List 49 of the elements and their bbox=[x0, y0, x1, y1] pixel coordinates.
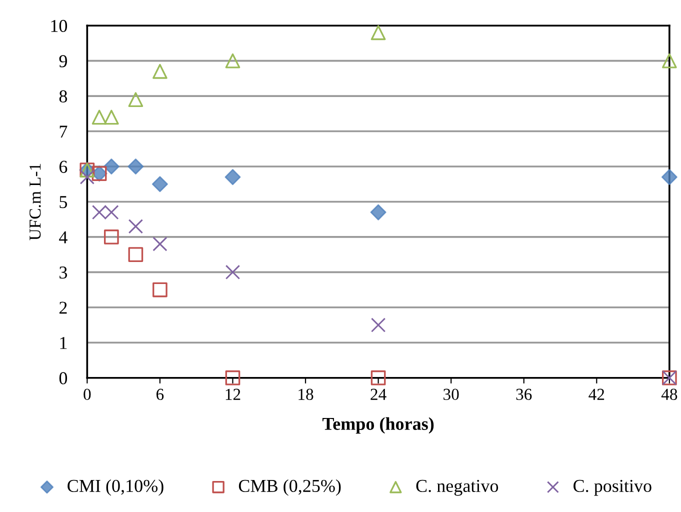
y-tick-label: 2 bbox=[59, 302, 67, 314]
point bbox=[370, 204, 386, 220]
x-tick-label: 24 bbox=[370, 388, 386, 400]
point bbox=[152, 176, 168, 192]
x-tick-label: 48 bbox=[661, 388, 678, 400]
y-tick-label: 4 bbox=[59, 231, 68, 244]
legend-label: C. positivo bbox=[574, 480, 652, 496]
y-tick-label: 5 bbox=[60, 196, 68, 208]
point bbox=[128, 219, 144, 234]
x-axis-title: Tempo (horas) bbox=[322, 417, 434, 434]
point bbox=[104, 230, 119, 244]
point bbox=[152, 64, 168, 79]
point bbox=[225, 264, 240, 280]
legend-label: CMB (0,25%) bbox=[238, 479, 341, 496]
x-tick-label: 36 bbox=[516, 388, 532, 400]
point bbox=[370, 370, 386, 386]
y-tick-label: 6 bbox=[59, 160, 68, 173]
point bbox=[104, 110, 119, 125]
point bbox=[661, 169, 678, 186]
point bbox=[128, 158, 144, 174]
x-tick-label: 12 bbox=[226, 388, 240, 400]
point bbox=[128, 247, 144, 262]
y-axis-title: UFC.m L-1 bbox=[30, 164, 41, 240]
x-tick-label: 0 bbox=[84, 388, 91, 400]
point bbox=[370, 318, 386, 332]
y-tick-label: 8 bbox=[59, 90, 68, 102]
legend-label: CMI (0,10%) bbox=[68, 479, 164, 496]
legend-label: C. negativo bbox=[416, 480, 498, 496]
x-tick-label: 6 bbox=[156, 388, 164, 400]
x-tick-label: 42 bbox=[588, 388, 604, 400]
point bbox=[662, 53, 677, 68]
x-tick-label: 30 bbox=[444, 388, 459, 400]
y-tick-label: 10 bbox=[51, 20, 68, 32]
point bbox=[128, 92, 144, 107]
point bbox=[225, 370, 240, 386]
point bbox=[152, 236, 168, 252]
y-tick-label: 7 bbox=[60, 126, 68, 138]
point bbox=[152, 282, 168, 298]
x-tick-label: 18 bbox=[298, 388, 314, 400]
point bbox=[92, 110, 107, 125]
y-tick-label: 0 bbox=[59, 372, 68, 384]
point bbox=[103, 158, 120, 174]
y-tick-label: 3 bbox=[60, 266, 68, 279]
point bbox=[370, 25, 386, 40]
y-tick-label: 1 bbox=[60, 336, 67, 349]
point bbox=[225, 53, 240, 68]
point bbox=[80, 170, 95, 184]
point bbox=[224, 169, 241, 186]
y-tick-label: 9 bbox=[59, 55, 67, 68]
